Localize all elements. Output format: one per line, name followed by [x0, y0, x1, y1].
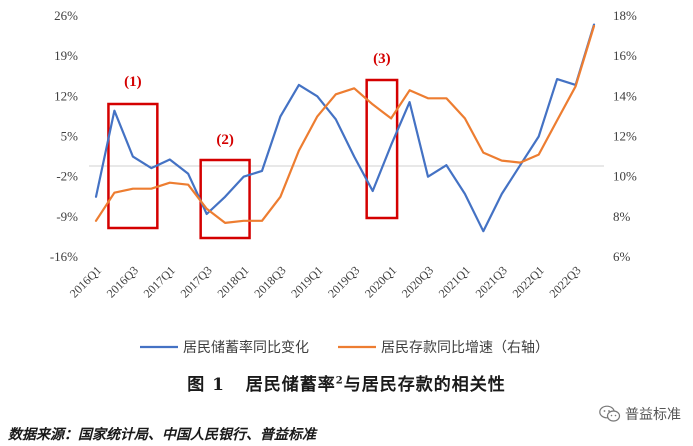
wechat-icon: [599, 405, 621, 422]
legend-label: 居民存款同比增速（右轴）: [381, 340, 549, 356]
left-axis-tick-label: 5%: [61, 129, 79, 144]
x-axis-tick-label: 2019Q3: [325, 263, 362, 300]
left-axis-tick-label: 26%: [54, 8, 78, 23]
caption-text-before: 居民储蓄率: [245, 375, 336, 395]
x-axis-tick-label: 2017Q1: [141, 263, 178, 300]
series-line-deposit-growth: [94, 24, 596, 224]
caption-superscript: 2: [335, 375, 344, 387]
x-axis-tick-label: 2020Q3: [399, 263, 436, 300]
x-axis-tick-label: 2021Q3: [473, 263, 510, 300]
x-axis-tick-label: 2019Q1: [288, 263, 325, 300]
x-axis-tick-label: 2017Q3: [178, 263, 215, 300]
watermark: 普益标准: [599, 404, 681, 424]
right-axis-tick-label: 12%: [613, 129, 637, 144]
right-axis-tick-label: 8%: [613, 209, 631, 224]
annotation-label: (3): [373, 51, 391, 67]
watermark-text: 普益标准: [625, 407, 681, 423]
x-axis-tick-label: 2022Q1: [510, 263, 547, 300]
series-line-savings-rate: [94, 23, 596, 233]
x-axis-tick-label: 2021Q1: [436, 263, 473, 300]
x-axis-tick-label: 2022Q3: [546, 263, 583, 300]
annotation-label: (1): [124, 74, 142, 90]
right-axis-tick-label: 10%: [613, 169, 637, 184]
series: [94, 23, 596, 233]
legend: 居民储蓄率同比变化 居民存款同比增速（右轴）: [140, 339, 549, 356]
x-axis-tick-label: 2020Q1: [362, 263, 399, 300]
x-axis-tick-label: 2018Q3: [251, 263, 288, 300]
left-axis-tick-label: -2%: [56, 169, 78, 184]
annotation-box: [365, 78, 399, 220]
data-source: 数据来源：国家统计局、中国人民银行、普益标准: [8, 427, 316, 443]
right-axis-tick-label: 16%: [613, 48, 637, 63]
right-axis-tick-label: 6%: [613, 249, 631, 264]
x-axis-ticks: 2016Q1 2016Q3 2017Q1 2017Q3 2018Q1 2018Q3 2019…: [67, 263, 584, 300]
figure-number: 图 1: [187, 375, 225, 395]
right-axis-tick-label: 18%: [613, 8, 637, 23]
legend-label: 居民储蓄率同比变化: [183, 339, 309, 356]
left-axis-tick-label: -9%: [56, 209, 78, 224]
right-axis-tick-label: 14%: [613, 88, 637, 103]
left-axis-ticks: 26% 19% 12% 5% -2% -9% -16%: [50, 8, 78, 264]
annotation-box: [199, 158, 251, 240]
annotation-label: (2): [216, 132, 234, 148]
x-axis-tick-label: 2016Q3: [104, 263, 141, 300]
left-axis-tick-label: 19%: [54, 48, 78, 63]
x-axis-tick-label: 2018Q1: [214, 263, 251, 300]
annotations: (1) (2) (3): [107, 51, 399, 240]
left-axis-tick-label: 12%: [54, 88, 78, 103]
right-axis-ticks: 18% 16% 14% 12% 10% 8% 6%: [613, 8, 637, 264]
left-axis-tick-label: -16%: [50, 249, 78, 264]
x-axis-tick-label: 2016Q1: [67, 263, 104, 300]
figure-caption: 图 1 居民储蓄率2与居民存款的相关性: [0, 370, 693, 395]
chart: 26% 19% 12% 5% -2% -9% -16% 18% 16% 14% 12% 10% 8% 6…: [50, 8, 637, 356]
caption-text-after: 与居民存款的相关性: [343, 375, 506, 395]
